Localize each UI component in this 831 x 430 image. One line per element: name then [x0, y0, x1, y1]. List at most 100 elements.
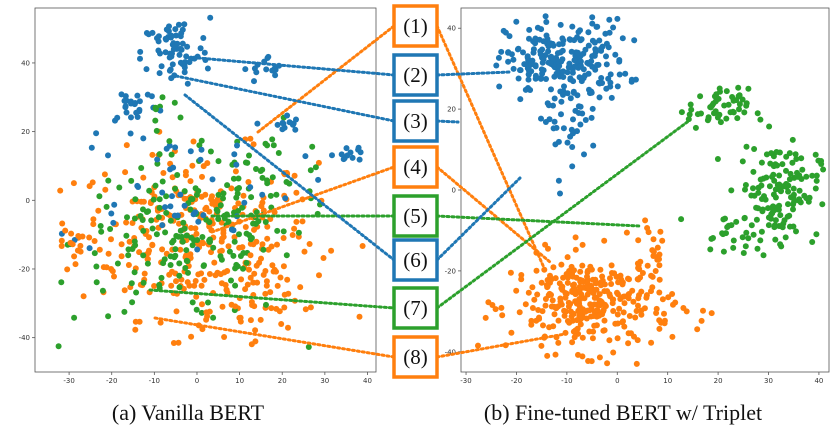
point-green: [234, 186, 241, 193]
point-orange: [550, 323, 557, 330]
x-tick-label: -20: [511, 377, 522, 385]
point-orange: [516, 309, 523, 316]
point-orange: [95, 207, 102, 214]
point-green: [742, 182, 749, 188]
point-orange: [125, 262, 132, 268]
point-orange: [591, 322, 598, 329]
point-green: [189, 242, 196, 249]
point-green: [215, 191, 222, 198]
point-blue: [528, 61, 534, 68]
x-tick-label: 20: [278, 377, 287, 385]
point-orange: [644, 262, 651, 269]
point-green: [93, 279, 100, 286]
point-green: [312, 164, 319, 171]
label-boxes: (1) (2) (3) (4) (5) (6) (7) (8): [392, 4, 439, 379]
point-green: [145, 208, 152, 215]
point-orange: [151, 283, 158, 289]
point-blue: [204, 65, 211, 72]
point-green: [692, 124, 699, 131]
point-orange: [579, 241, 586, 248]
point-orange: [258, 255, 264, 262]
point-orange: [498, 304, 505, 311]
point-green: [138, 165, 145, 171]
point-orange: [507, 269, 514, 276]
point-blue: [159, 222, 166, 229]
point-green: [697, 93, 704, 100]
point-green: [745, 85, 752, 92]
point-green: [217, 202, 224, 209]
point-green: [176, 260, 183, 267]
point-orange: [536, 315, 543, 322]
point-green: [786, 176, 793, 183]
point-orange: [633, 360, 640, 367]
point-green: [121, 308, 128, 315]
point-green: [133, 289, 140, 296]
point-blue: [532, 35, 539, 42]
point-orange: [604, 288, 611, 295]
point-green: [799, 166, 806, 173]
point-green: [688, 106, 695, 113]
point-orange: [291, 225, 298, 232]
point-green: [96, 193, 103, 200]
x-tick-label: 0: [615, 377, 619, 385]
point-green: [193, 306, 200, 313]
point-orange: [544, 283, 551, 290]
point-green: [235, 175, 242, 182]
point-blue: [122, 103, 129, 110]
point-green: [758, 159, 765, 166]
point-blue: [155, 38, 162, 45]
point-orange: [190, 138, 197, 145]
x-tick-label: 30: [320, 377, 329, 385]
point-green: [129, 299, 136, 306]
point-green: [105, 177, 112, 184]
point-orange: [259, 241, 266, 248]
point-green: [263, 301, 269, 308]
scatter-points-right: [475, 13, 827, 367]
point-orange: [244, 281, 251, 288]
point-orange: [551, 311, 558, 318]
point-blue: [515, 75, 522, 82]
point-green: [717, 119, 724, 126]
point-green: [210, 244, 217, 251]
point-green: [246, 232, 253, 239]
point-blue: [574, 49, 581, 56]
point-green: [262, 219, 269, 225]
point-orange: [680, 305, 687, 311]
point-blue: [108, 210, 115, 217]
point-orange: [145, 250, 152, 256]
point-blue: [589, 105, 596, 112]
point-blue: [269, 67, 276, 74]
point-blue: [200, 212, 207, 219]
point-orange: [560, 274, 567, 281]
point-orange: [58, 237, 65, 244]
point-orange: [268, 243, 275, 250]
point-orange: [626, 313, 633, 319]
connector-line-left: [256, 24, 396, 134]
point-blue: [559, 47, 566, 54]
point-orange: [648, 288, 654, 295]
point-green: [248, 194, 255, 201]
point-orange: [177, 246, 184, 253]
point-blue: [251, 78, 257, 85]
point-green: [274, 227, 281, 234]
point-green: [771, 177, 778, 184]
point-green: [129, 246, 136, 252]
point-blue: [274, 121, 281, 128]
label-box-text-3: (3): [403, 109, 428, 133]
point-green: [309, 143, 316, 150]
point-orange: [141, 270, 148, 277]
point-blue: [605, 44, 612, 51]
point-blue: [591, 51, 598, 58]
point-blue: [302, 153, 309, 160]
point-blue: [156, 70, 163, 77]
point-green: [131, 269, 138, 276]
point-orange: [285, 324, 291, 331]
point-orange: [192, 225, 199, 232]
point-green: [207, 148, 214, 155]
point-blue: [254, 120, 261, 127]
point-orange: [656, 276, 663, 283]
point-green: [770, 191, 777, 198]
label-box-text-7: (7): [403, 296, 428, 320]
point-green: [795, 197, 802, 204]
